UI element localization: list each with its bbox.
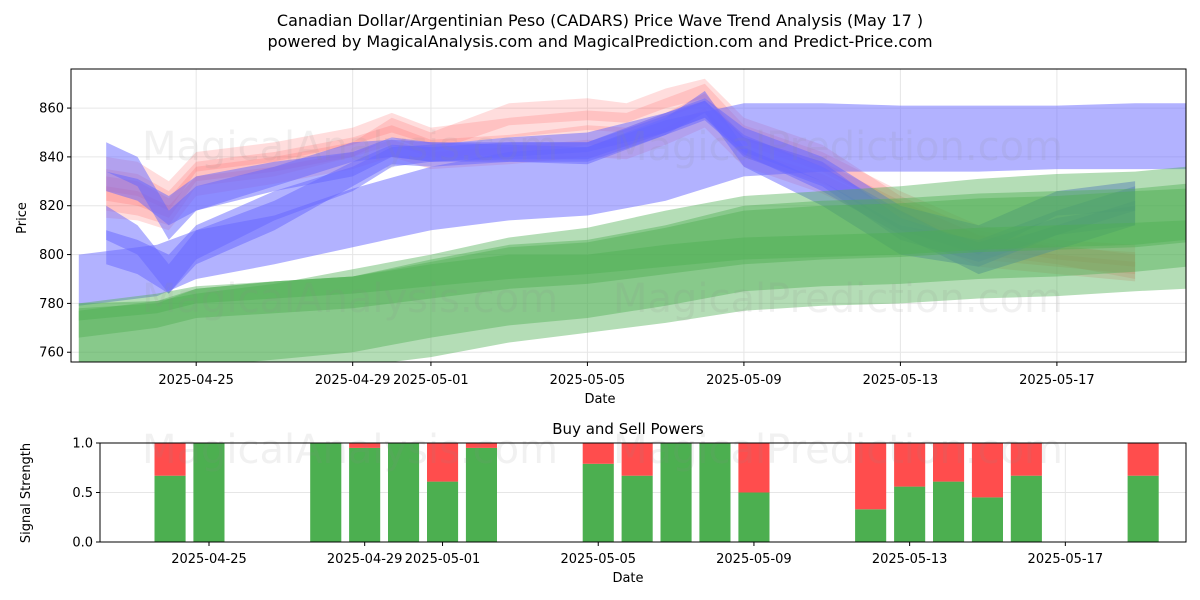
price-x-tick-label: 2025-04-25 — [158, 373, 234, 388]
price-plot-frame — [70, 68, 1187, 363]
watermark-left-bottom: MagicalAnalysis.com — [142, 427, 558, 473]
buy-sell-power-chart: Buy and Sell Powers MagicalAnalysis.com … — [19, 420, 1187, 586]
price-y-tick-label: 860 — [39, 102, 64, 117]
price-x-axis: 2025-04-25 2025-04-29 2025-05-01 2025-05-05… — [158, 362, 1095, 388]
series-band-red-wave-4 — [106, 78, 1136, 279]
sell-power-bar — [971, 443, 1003, 498]
signal-x-tick-label: 2025-05-05 — [560, 552, 636, 567]
signal-y-tick-label: 1.0 — [72, 437, 93, 452]
series-band-green-trend-narrow — [78, 220, 1186, 321]
series-band-green-trend-band — [78, 188, 1186, 338]
signal-x-axis-label: Date — [612, 571, 643, 586]
sell-power-bar — [894, 443, 926, 487]
price-y-tick-label: 800 — [39, 248, 64, 263]
signal-x-tick-label: 2025-05-17 — [1028, 552, 1104, 567]
watermark-right-bottom: MagicalPrediction.com — [613, 427, 1063, 473]
signal-y-axis-label: Signal Strength — [19, 443, 34, 543]
price-x-axis-label: Date — [584, 392, 615, 407]
signal-x-tick-label: 2025-05-01 — [405, 552, 481, 567]
sell-power-bar — [1127, 443, 1159, 476]
series-band-green-trend-mid — [78, 183, 1186, 362]
buy-power-bar — [310, 443, 342, 542]
sell-power-bar — [933, 443, 965, 482]
chart-title: Canadian Dollar/Argentinian Peso (CADARS… — [277, 11, 923, 30]
buy-power-bar — [660, 443, 692, 542]
buy-power-bar — [933, 481, 965, 542]
signal-x-tick-label: 2025-05-13 — [872, 552, 948, 567]
buy-power-bar — [154, 475, 186, 542]
price-x-tick-label: 2025-05-05 — [550, 373, 626, 388]
sell-power-bar — [621, 443, 653, 476]
price-y-tick-label: 780 — [39, 297, 64, 312]
signal-x-axis: 2025-04-25 2025-04-29 2025-05-01 2025-05-05… — [171, 542, 1103, 567]
series-band-blue-trend — [78, 103, 1186, 306]
buy-power-bar — [971, 497, 1003, 542]
buy-power-bar — [699, 443, 731, 542]
price-y-tick-label: 820 — [39, 199, 64, 214]
sell-power-bar — [349, 443, 381, 448]
watermark-right-mid: MagicalPrediction.com — [613, 276, 1063, 322]
signal-y-tick-label: 0.0 — [72, 536, 93, 551]
series-band-blue-wave-2 — [106, 91, 1136, 267]
sell-power-bar — [738, 443, 770, 493]
buy-power-bar — [349, 447, 381, 542]
price-y-axis-label: Price — [15, 202, 30, 234]
price-y-tick-label: 840 — [39, 150, 64, 165]
signal-y-tick-label: 0.5 — [72, 486, 93, 501]
watermark-left-top: MagicalAnalysis.com — [142, 124, 558, 170]
price-x-tick-label: 2025-05-09 — [706, 373, 782, 388]
watermark-left-mid: MagicalAnalysis.com — [142, 276, 558, 322]
price-wave-chart: MagicalAnalysis.com MagicalPrediction.co… — [15, 68, 1187, 407]
buy-power-bar — [582, 463, 614, 542]
price-series-layer — [78, 78, 1186, 362]
buy-power-bar — [465, 447, 497, 542]
buy-power-bar — [738, 492, 770, 542]
series-band-red-wave-1 — [106, 93, 1136, 275]
sell-power-bar — [1010, 443, 1042, 476]
chart-subtitle: powered by MagicalAnalysis.com and Magic… — [267, 32, 932, 51]
buy-power-bar — [621, 475, 653, 542]
price-x-tick-label: 2025-05-01 — [393, 373, 469, 388]
signal-x-tick-label: 2025-04-25 — [171, 552, 247, 567]
buy-power-bar — [855, 509, 887, 542]
buy-power-bar — [1010, 475, 1042, 542]
watermark-right-top: MagicalPrediction.com — [613, 124, 1063, 170]
price-x-tick-label: 2025-05-17 — [1019, 373, 1095, 388]
sell-power-bar — [154, 443, 186, 476]
series-band-red-wave-2 — [106, 83, 1136, 267]
buy-power-bar — [193, 443, 225, 542]
price-x-tick-label: 2025-05-13 — [863, 373, 939, 388]
signal-y-axis: 0.0 0.5 1.0 — [72, 437, 100, 551]
signal-x-tick-label: 2025-05-09 — [716, 552, 792, 567]
signal-x-tick-label: 2025-04-29 — [327, 552, 403, 567]
buy-power-bar — [427, 481, 459, 542]
buy-power-bar — [1127, 475, 1159, 542]
sell-power-bar — [465, 443, 497, 448]
price-y-tick-label: 760 — [39, 346, 64, 361]
buy-power-bar — [894, 486, 926, 542]
buy-power-bar — [388, 443, 420, 542]
buy-sell-chart-title: Buy and Sell Powers — [552, 420, 704, 438]
sell-power-bar — [427, 443, 459, 482]
series-band-green-trend-wide — [78, 166, 1186, 362]
price-y-axis: 760 780 800 820 840 860 — [39, 102, 71, 361]
sell-power-bar — [855, 443, 887, 510]
sell-power-bar — [582, 443, 614, 464]
signal-bars-layer — [154, 443, 1159, 542]
price-x-tick-label: 2025-04-29 — [315, 373, 391, 388]
